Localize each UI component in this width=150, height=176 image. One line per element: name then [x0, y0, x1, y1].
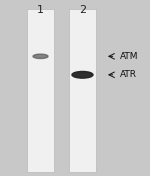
Text: ATR: ATR — [120, 70, 137, 79]
Text: ATM: ATM — [120, 52, 138, 61]
Ellipse shape — [33, 54, 48, 58]
Bar — [69, 9, 96, 172]
Text: 1: 1 — [37, 5, 44, 15]
Ellipse shape — [72, 71, 93, 78]
Text: 2: 2 — [79, 5, 86, 15]
Bar — [27, 9, 54, 172]
